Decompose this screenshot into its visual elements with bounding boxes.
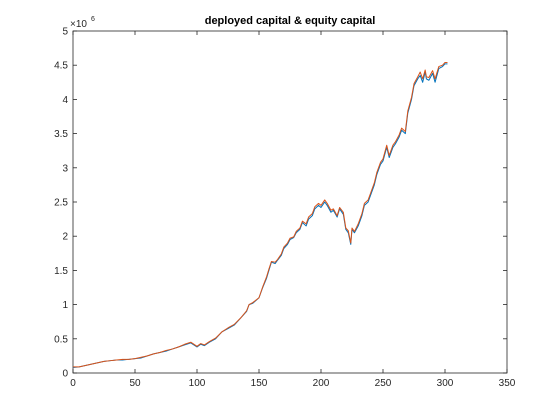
series-layer xyxy=(72,61,448,369)
x-tick-label: 100 xyxy=(189,378,206,389)
y-tick-label: 1 xyxy=(62,300,68,311)
y-exponent-power: 6 xyxy=(91,16,95,23)
y-exponent: ×10 6 xyxy=(70,16,95,30)
y-tick-label: 2.5 xyxy=(54,198,68,209)
series-line-2 xyxy=(73,61,448,368)
y-tick-label: 1.5 xyxy=(54,266,68,277)
x-tick-label: 50 xyxy=(129,378,141,389)
x-tick-label: 250 xyxy=(375,378,392,389)
y-exponent-base: ×10 xyxy=(70,19,87,30)
y-tick-label: 0.5 xyxy=(54,334,68,345)
y-tick-label: 3.5 xyxy=(54,129,68,140)
y-tick-label: 3 xyxy=(62,163,68,174)
x-tick-label: 150 xyxy=(251,378,268,389)
y-tick-label: 5 xyxy=(62,27,68,38)
x-tick-label: 200 xyxy=(313,378,330,389)
x-tick-label: 300 xyxy=(437,378,454,389)
y-tick-label: 4 xyxy=(62,95,68,106)
chart-title: deployed capital & equity capital xyxy=(205,15,376,27)
x-axis: 0 50 100 150 200 250 300 350 xyxy=(70,31,516,389)
y-tick-label: 2 xyxy=(62,232,68,243)
plot-area xyxy=(72,30,508,374)
y-axis: 0 0.5 1 1.5 2 2.5 3 3.5 4 4.5 5 xyxy=(54,27,507,380)
x-tick-label: 0 xyxy=(70,378,76,389)
y-tick-label: 0 xyxy=(62,369,68,380)
x-tick-label: 350 xyxy=(499,378,516,389)
y-tick-label: 4.5 xyxy=(54,61,68,72)
